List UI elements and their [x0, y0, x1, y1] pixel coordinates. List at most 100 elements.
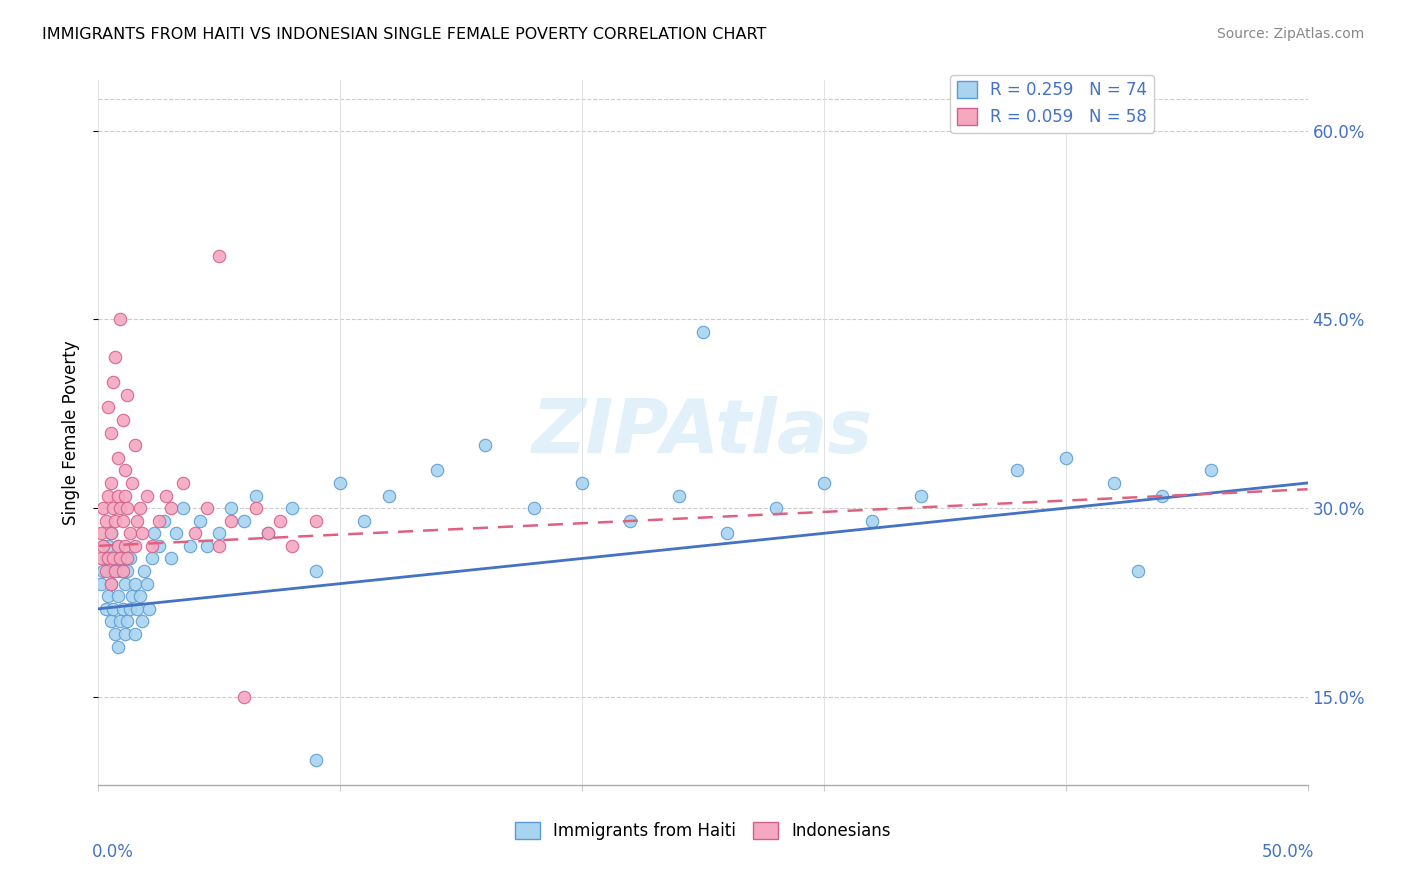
Point [143, 526, 166, 541]
Point [100, 576, 122, 591]
Point [124, 438, 146, 452]
Point [127, 514, 149, 528]
Point [91, 501, 114, 516]
Point [118, 602, 141, 616]
Point [305, 753, 328, 767]
Point [108, 501, 131, 516]
Point [305, 514, 328, 528]
Point [160, 501, 183, 516]
Point [141, 551, 163, 566]
Point [135, 576, 157, 591]
Point [256, 526, 278, 541]
Point [716, 526, 738, 541]
Point [91, 564, 114, 578]
Point [195, 501, 218, 516]
Y-axis label: Single Female Poverty: Single Female Poverty [62, 341, 80, 524]
Point [104, 564, 127, 578]
Point [245, 489, 267, 503]
Point [124, 539, 146, 553]
Point [121, 589, 143, 603]
Point [117, 615, 139, 629]
Point [128, 501, 150, 516]
Point [104, 350, 127, 364]
Point [221, 501, 243, 516]
Point [377, 489, 399, 503]
Point [208, 250, 231, 264]
Point [305, 564, 328, 578]
Point [111, 514, 134, 528]
Point [108, 564, 131, 578]
Point [100, 576, 122, 591]
Point [117, 551, 139, 566]
Point [134, 564, 156, 578]
Point [107, 539, 129, 553]
Point [97, 589, 120, 603]
Point [117, 388, 139, 402]
Point [155, 489, 177, 503]
Point [107, 539, 129, 553]
Point [692, 325, 714, 339]
Point [91, 539, 114, 553]
Point [101, 564, 124, 578]
Point [114, 463, 136, 477]
Point [117, 501, 139, 516]
Point [184, 526, 207, 541]
Point [1199, 463, 1222, 477]
Point [619, 514, 641, 528]
Point [141, 539, 163, 553]
Point [329, 475, 352, 490]
Point [208, 539, 231, 553]
Point [813, 475, 835, 490]
Point [1102, 475, 1125, 490]
Point [90, 526, 112, 541]
Point [101, 501, 124, 516]
Point [131, 526, 153, 541]
Point [101, 376, 124, 390]
Text: Source: ZipAtlas.com: Source: ZipAtlas.com [1216, 27, 1364, 41]
Point [1128, 564, 1150, 578]
Point [148, 539, 170, 553]
Point [221, 514, 243, 528]
Legend: R = 0.259   N = 74, R = 0.059   N = 58: R = 0.259 N = 74, R = 0.059 N = 58 [950, 75, 1154, 133]
Point [160, 551, 183, 566]
Point [90, 551, 112, 566]
Point [208, 526, 231, 541]
Point [195, 539, 218, 553]
Point [101, 551, 124, 566]
Point [111, 413, 134, 427]
Point [114, 576, 136, 591]
Point [281, 539, 304, 553]
Point [94, 514, 117, 528]
Point [104, 514, 127, 528]
Point [128, 589, 150, 603]
Point [100, 526, 122, 541]
Point [107, 450, 129, 465]
Point [138, 602, 160, 616]
Text: IMMIGRANTS FROM HAITI VS INDONESIAN SINGLE FEMALE POVERTY CORRELATION CHART: IMMIGRANTS FROM HAITI VS INDONESIAN SING… [42, 27, 766, 42]
Point [114, 627, 136, 641]
Point [668, 489, 690, 503]
Point [121, 475, 143, 490]
Point [117, 564, 139, 578]
Point [90, 576, 112, 591]
Point [100, 526, 122, 541]
Point [100, 425, 122, 440]
Text: ZIPAtlas: ZIPAtlas [533, 396, 873, 469]
Point [108, 551, 131, 566]
Point [353, 514, 375, 528]
Point [100, 615, 122, 629]
Point [165, 526, 187, 541]
Text: 50.0%: 50.0% [1263, 843, 1315, 861]
Point [1152, 489, 1174, 503]
Point [152, 514, 174, 528]
Point [124, 627, 146, 641]
Point [148, 514, 170, 528]
Point [188, 514, 211, 528]
Point [281, 501, 304, 516]
Point [131, 615, 153, 629]
Point [232, 690, 254, 704]
Point [172, 501, 194, 516]
Point [1007, 463, 1029, 477]
Point [108, 615, 131, 629]
Point [124, 576, 146, 591]
